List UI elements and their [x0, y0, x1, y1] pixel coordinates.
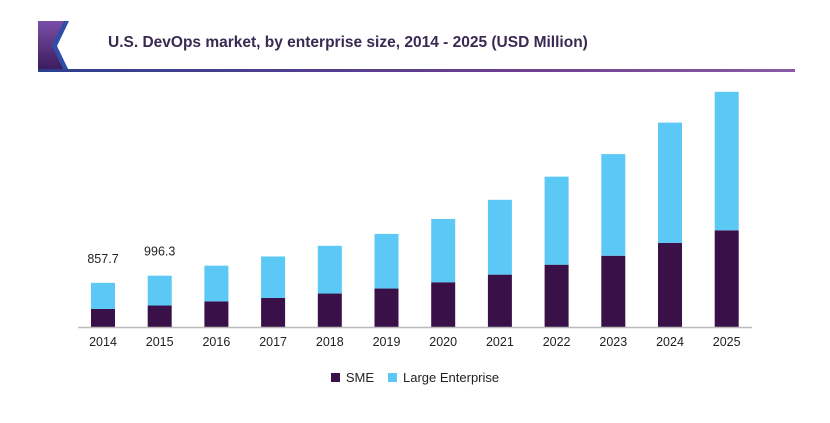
chart-title: U.S. DevOps market, by enterprise size, …: [108, 34, 588, 51]
bar-large-enterprise-2020: [431, 218, 456, 283]
legend-label: Large Enterprise: [403, 370, 500, 385]
x-tick-label: 2023: [599, 335, 627, 349]
bar-sme-2022: [544, 264, 569, 327]
bar-large-enterprise-2016: [204, 265, 229, 302]
legend: SME Large Enterprise: [0, 370, 830, 385]
bar-sme-2018: [317, 293, 342, 327]
x-tick-label: 2021: [486, 335, 514, 349]
bar-large-enterprise-2019: [374, 233, 399, 289]
bar-sme-2019: [374, 288, 399, 327]
legend-label: SME: [345, 370, 375, 385]
bar-sme-2014: [91, 308, 115, 327]
bar-large-enterprise-2018: [317, 245, 342, 294]
bar-sme-2025: [714, 230, 739, 327]
data-label: 857.7: [87, 252, 118, 266]
bar-large-enterprise-2022: [544, 176, 569, 265]
x-tick-label: 2018: [316, 335, 344, 349]
x-tick-label: 2025: [713, 335, 741, 349]
bar-sme-2024: [658, 242, 682, 327]
bar-large-enterprise-2017: [261, 256, 286, 298]
legend-swatch-sme: [330, 373, 340, 382]
x-tick-label: 2024: [656, 335, 684, 349]
bar-large-enterprise-2014: [91, 282, 115, 309]
bar-large-enterprise-2024: [658, 122, 682, 243]
bar-large-enterprise-2015: [147, 275, 172, 306]
bar-sme-2023: [601, 255, 626, 327]
bar-sme-2020: [431, 282, 456, 327]
bar-sme-2016: [204, 301, 229, 327]
brand-logo: [38, 21, 69, 71]
bar-chart: 2014 857.7 2015 996.3 2016 2017 2018 2019 2020 20…: [78, 91, 752, 349]
x-tick-label: 2022: [543, 335, 571, 349]
bar-sme-2017: [261, 297, 286, 327]
x-tick-label: 2017: [259, 335, 287, 349]
data-label: 996.3: [144, 245, 175, 259]
x-tick-label: 2019: [373, 335, 401, 349]
bar-large-enterprise-2025: [714, 91, 739, 231]
bar-large-enterprise-2021: [487, 199, 512, 275]
x-tick-label: 2014: [89, 335, 117, 349]
x-tick-label: 2015: [146, 335, 174, 349]
legend-item-sme: SME: [330, 370, 375, 385]
x-tick-label: 2016: [202, 335, 230, 349]
legend-item-large-enterprise: Large Enterprise: [388, 370, 499, 385]
bar-sme-2021: [487, 274, 512, 327]
x-tick-label: 2020: [429, 335, 457, 349]
bar-large-enterprise-2023: [601, 154, 626, 256]
bar-sme-2015: [147, 305, 172, 327]
legend-swatch-large-enterprise: [388, 373, 398, 382]
title-divider: [38, 69, 795, 72]
